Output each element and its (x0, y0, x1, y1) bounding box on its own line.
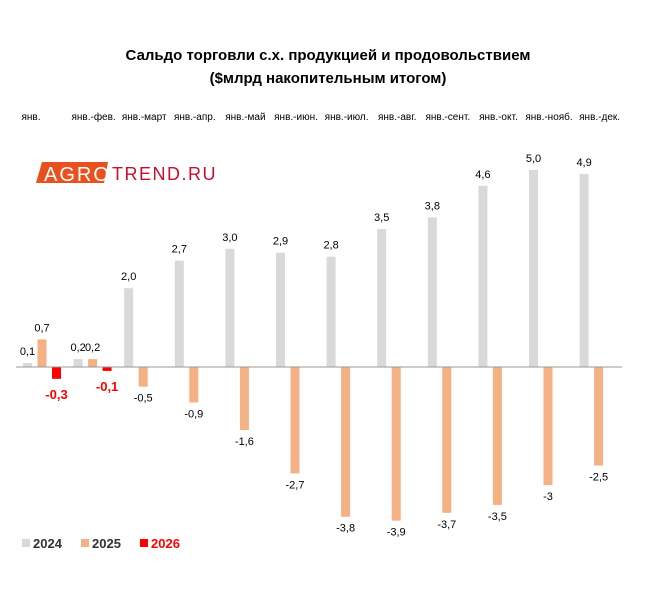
bar-2025 (492, 367, 502, 505)
bar-2025 (138, 367, 148, 387)
chart-title-line2: ($млрд накопительным итогом) (210, 70, 447, 87)
bar-2025 (37, 339, 47, 367)
bar-2024 (23, 363, 32, 367)
data-label-2025: -1,6 (235, 436, 254, 448)
category-label: янв.-май (225, 112, 265, 123)
bar-2024 (73, 359, 83, 367)
category-label: янв.-март (122, 112, 167, 123)
bar-2025 (442, 367, 452, 513)
bar-2024 (276, 252, 285, 367)
data-label-2025: -0,9 (184, 408, 203, 420)
data-label-2025: -3,5 (488, 511, 507, 523)
bar-2025 (88, 359, 98, 367)
data-label-2025: -3 (543, 491, 553, 503)
data-label-2025: -3,9 (387, 527, 406, 539)
data-label-2024: 4,9 (576, 157, 591, 169)
legend-swatch-2024 (22, 539, 30, 547)
data-label-2025: -3,8 (336, 523, 355, 535)
category-label: янв. (21, 112, 40, 123)
data-label-2024: 4,6 (475, 169, 490, 181)
bar-2026 (102, 367, 112, 371)
agrotrend-logo: AGRO TREND.RU (36, 162, 217, 186)
category-label: янв.-дек. (579, 112, 620, 123)
category-label: янв.-июл. (325, 112, 369, 123)
legend-label-2026: 2026 (151, 536, 180, 551)
data-label-2025: 0,2 (85, 342, 100, 354)
legend: 2024 2025 2026 (22, 536, 180, 551)
bar-2024 (326, 256, 336, 367)
data-label-2024: 3,0 (222, 232, 237, 244)
data-label-2026: -0,3 (45, 387, 67, 402)
bar-2026 (52, 367, 61, 379)
bar-2024 (579, 173, 589, 367)
bar-2025 (290, 367, 300, 474)
category-label: янв.-фев. (71, 111, 115, 123)
data-label-2024: 2,0 (121, 271, 136, 283)
bar-2025 (341, 367, 351, 517)
bar-2025 (189, 367, 199, 403)
category-label: янв.-нояб. (525, 111, 572, 123)
bar-2024 (529, 170, 538, 367)
logo-trend: TREND.RU (112, 164, 217, 184)
legend-label-2024: 2024 (33, 536, 63, 551)
data-label-2024: 2,8 (323, 240, 338, 252)
bar-2025 (391, 367, 401, 521)
data-label-2025: -3,7 (437, 519, 456, 531)
data-label-2025: -0,5 (134, 393, 153, 405)
legend-swatch-2026 (140, 539, 148, 547)
data-label-2024: 5,0 (526, 153, 541, 165)
data-label-2025: -2,5 (589, 472, 608, 484)
category-label: янв.-июн. (274, 112, 318, 123)
category-label: янв.-авг. (378, 112, 416, 123)
category-label: янв.-окт. (479, 112, 518, 123)
bar-2025 (594, 367, 604, 466)
data-label-2024: 2,7 (172, 244, 187, 256)
data-label-2024: 0,1 (20, 346, 35, 358)
data-label-2024: 3,8 (425, 200, 440, 212)
bar-2025 (543, 367, 553, 486)
data-label-2025: 0,7 (34, 322, 49, 334)
data-label-2024: 2,9 (273, 236, 288, 248)
bar-2024 (478, 185, 488, 367)
data-label-2024: 0,2 (70, 342, 85, 354)
bar-2025 (239, 367, 249, 431)
bar-2024 (174, 260, 184, 367)
bar-2024 (377, 229, 387, 367)
category-label: янв.-сент. (425, 112, 470, 123)
bar-2024 (225, 248, 235, 367)
data-label-2025: -2,7 (286, 479, 305, 491)
legend-label-2025: 2025 (92, 536, 121, 551)
legend-swatch-2025 (81, 539, 89, 547)
category-label: янв.-апр. (174, 112, 216, 123)
logo-agro: AGRO (44, 164, 111, 186)
bar-2024 (124, 288, 134, 367)
bar-2024 (427, 217, 437, 367)
chart-title-line1: Сальдо торговли с.х. продукцией и продов… (126, 47, 531, 64)
data-label-2026: -0,1 (96, 379, 118, 394)
data-label-2024: 3,5 (374, 212, 389, 224)
